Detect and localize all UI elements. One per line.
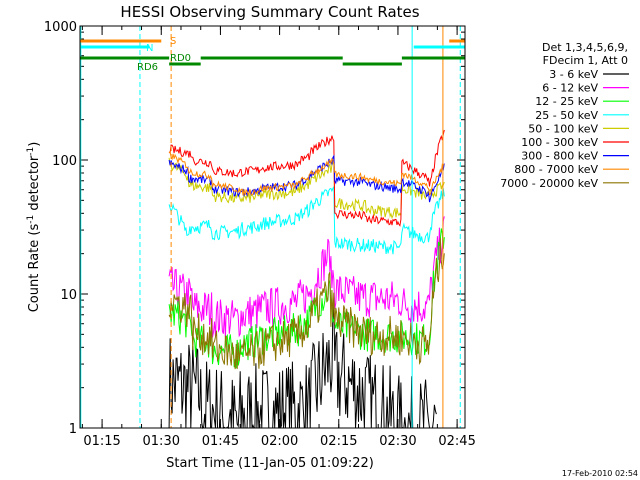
x-tick-label: 02:15 — [320, 434, 357, 449]
legend-header: FDecim 1, Att 0 — [543, 54, 628, 67]
series-line — [168, 304, 437, 429]
flag-label-n: N — [146, 43, 153, 54]
y-label-sup-1: -1 — [26, 215, 36, 224]
plot-frame — [79, 25, 466, 429]
x-tick-label: 01:15 — [83, 434, 120, 449]
x-tick-label: 01:45 — [202, 434, 239, 449]
legend-label: 50 - 100 keV — [528, 122, 598, 135]
flag-label-rd6: RD6 — [137, 62, 158, 73]
y-tick-label: 100 — [52, 154, 77, 169]
y-label-sup-2: -1 — [26, 147, 36, 156]
y-axis: 1 10 100 1000 — [44, 20, 465, 437]
legend-label: 800 - 7000 keV — [514, 163, 598, 176]
legend: Det 1,3,4,5,6,9,FDecim 1, Att 03 - 6 keV… — [500, 41, 629, 190]
y-tick-label: 1000 — [44, 20, 77, 35]
legend-label: 3 - 6 keV — [549, 68, 598, 81]
y-label-main: Count Rate (s — [27, 224, 42, 313]
flag-label-rd0: RD0 — [170, 53, 191, 64]
y-label-mid: detector — [27, 155, 42, 215]
legend-label: 7000 - 20000 keV — [500, 177, 598, 190]
y-label-end: ) — [27, 142, 42, 147]
y-axis-label: Count Rate (s-1 detector-1) — [26, 142, 42, 313]
series-group — [168, 129, 445, 429]
x-tick-label: 02:45 — [438, 434, 475, 449]
series-line — [168, 216, 445, 338]
x-tick-label: 02:30 — [379, 434, 416, 449]
flag-group: S N RD6 RD0 — [80, 26, 465, 428]
series-line — [168, 129, 445, 227]
legend-label: 25 - 50 keV — [535, 109, 598, 122]
footer-date: 17-Feb-2010 02:54 — [562, 469, 638, 478]
y-tick-label: 1 — [69, 422, 77, 437]
legend-label: 12 - 25 keV — [535, 95, 598, 108]
legend-label: 6 - 12 keV — [542, 82, 598, 95]
series-line — [168, 185, 445, 255]
legend-header: Det 1,3,4,5,6,9, — [542, 41, 628, 54]
series-line — [168, 157, 445, 220]
flag-label-s: S — [170, 36, 176, 47]
x-tick-label: 02:00 — [261, 434, 298, 449]
legend-label: 300 - 800 keV — [521, 150, 598, 163]
x-axis-label: Start Time (11-Jan-05 01:09:22) — [166, 456, 374, 471]
series-line — [168, 151, 445, 196]
y-tick-label: 10 — [60, 288, 77, 303]
legend-label: 100 - 300 keV — [521, 136, 598, 149]
x-axis: 01:15 01:30 01:45 02:00 02:15 02:30 02:45 — [81, 26, 476, 449]
chart-title: HESSI Observing Summary Count Rates — [120, 3, 419, 21]
x-tick-label: 01:30 — [143, 434, 180, 449]
series-line — [168, 237, 445, 370]
